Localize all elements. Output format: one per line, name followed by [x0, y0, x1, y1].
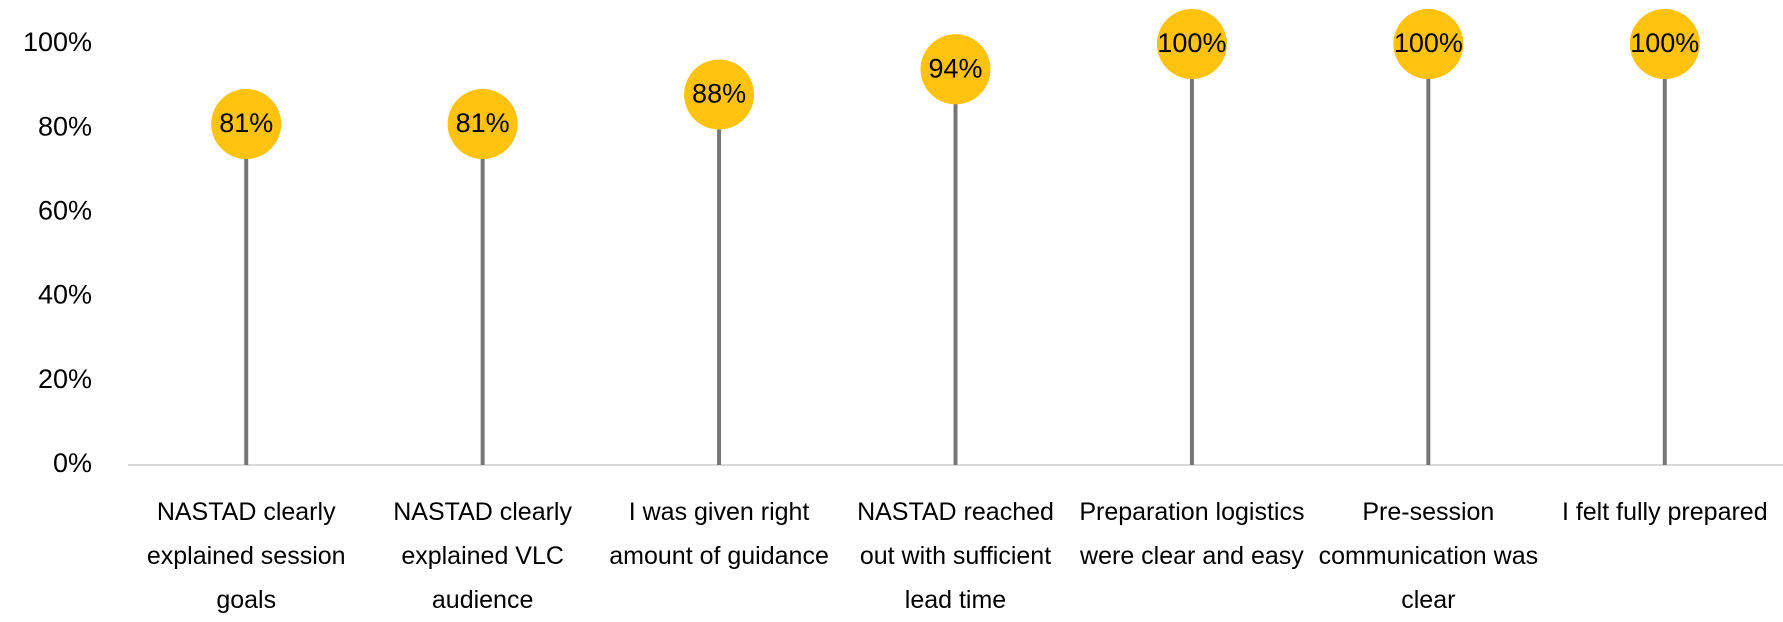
y-tick-label: 100%: [23, 27, 92, 57]
x-tick-label-box: NASTAD reached out with sufficient lead …: [857, 498, 1054, 614]
dot: [211, 88, 282, 159]
x-tick-label: Preparation logistics were clear and eas…: [1079, 498, 1305, 570]
x-tick-label-box: I was given right amount of guidance: [609, 498, 829, 570]
x-tick-label: NASTAD clearly explained VLC audience: [393, 498, 572, 614]
dot: [447, 88, 518, 159]
lollipop: 100%: [1629, 9, 1700, 465]
lollipop: 94%: [920, 34, 991, 465]
value-label: 81%: [456, 108, 510, 138]
lollipop: 81%: [447, 88, 518, 465]
value-label: 88%: [692, 79, 746, 109]
y-tick-label: 0%: [53, 448, 92, 478]
x-tick-label: Pre-session communication was clear: [1318, 498, 1539, 614]
y-tick-label: 40%: [38, 280, 92, 310]
x-tick-label: I felt fully prepared: [1561, 498, 1768, 526]
lollipop: 100%: [1156, 9, 1227, 465]
lollipop: 88%: [684, 59, 755, 465]
x-tick-label-box: I felt fully prepared: [1561, 498, 1768, 526]
dot: [1629, 9, 1700, 79]
x-tick-label: NASTAD clearly explained session goals: [146, 498, 346, 614]
lollipop: 81%: [211, 88, 282, 465]
value-label: 100%: [1630, 28, 1699, 58]
dot: [920, 34, 991, 105]
lollipop: 100%: [1393, 9, 1464, 465]
x-tick-label: I was given right amount of guidance: [609, 498, 829, 570]
y-tick-label: 80%: [38, 111, 92, 141]
value-label: 94%: [928, 53, 982, 83]
x-tick-label-box: Preparation logistics were clear and eas…: [1079, 498, 1305, 570]
dot: [684, 59, 755, 130]
y-tick-label: 60%: [38, 196, 92, 226]
x-tick-label: NASTAD reached out with sufficient lead …: [857, 498, 1054, 614]
value-label: 81%: [219, 108, 273, 138]
y-tick-label: 20%: [38, 364, 92, 394]
value-label: 100%: [1394, 28, 1463, 58]
x-tick-label-box: NASTAD clearly explained VLC audience: [393, 498, 572, 614]
dot: [1156, 9, 1227, 79]
x-tick-label-box: NASTAD clearly explained session goals: [146, 498, 346, 614]
x-tick-label-box: Pre-session communication was clear: [1318, 498, 1539, 614]
value-label: 100%: [1157, 28, 1226, 58]
dot: [1393, 9, 1464, 79]
